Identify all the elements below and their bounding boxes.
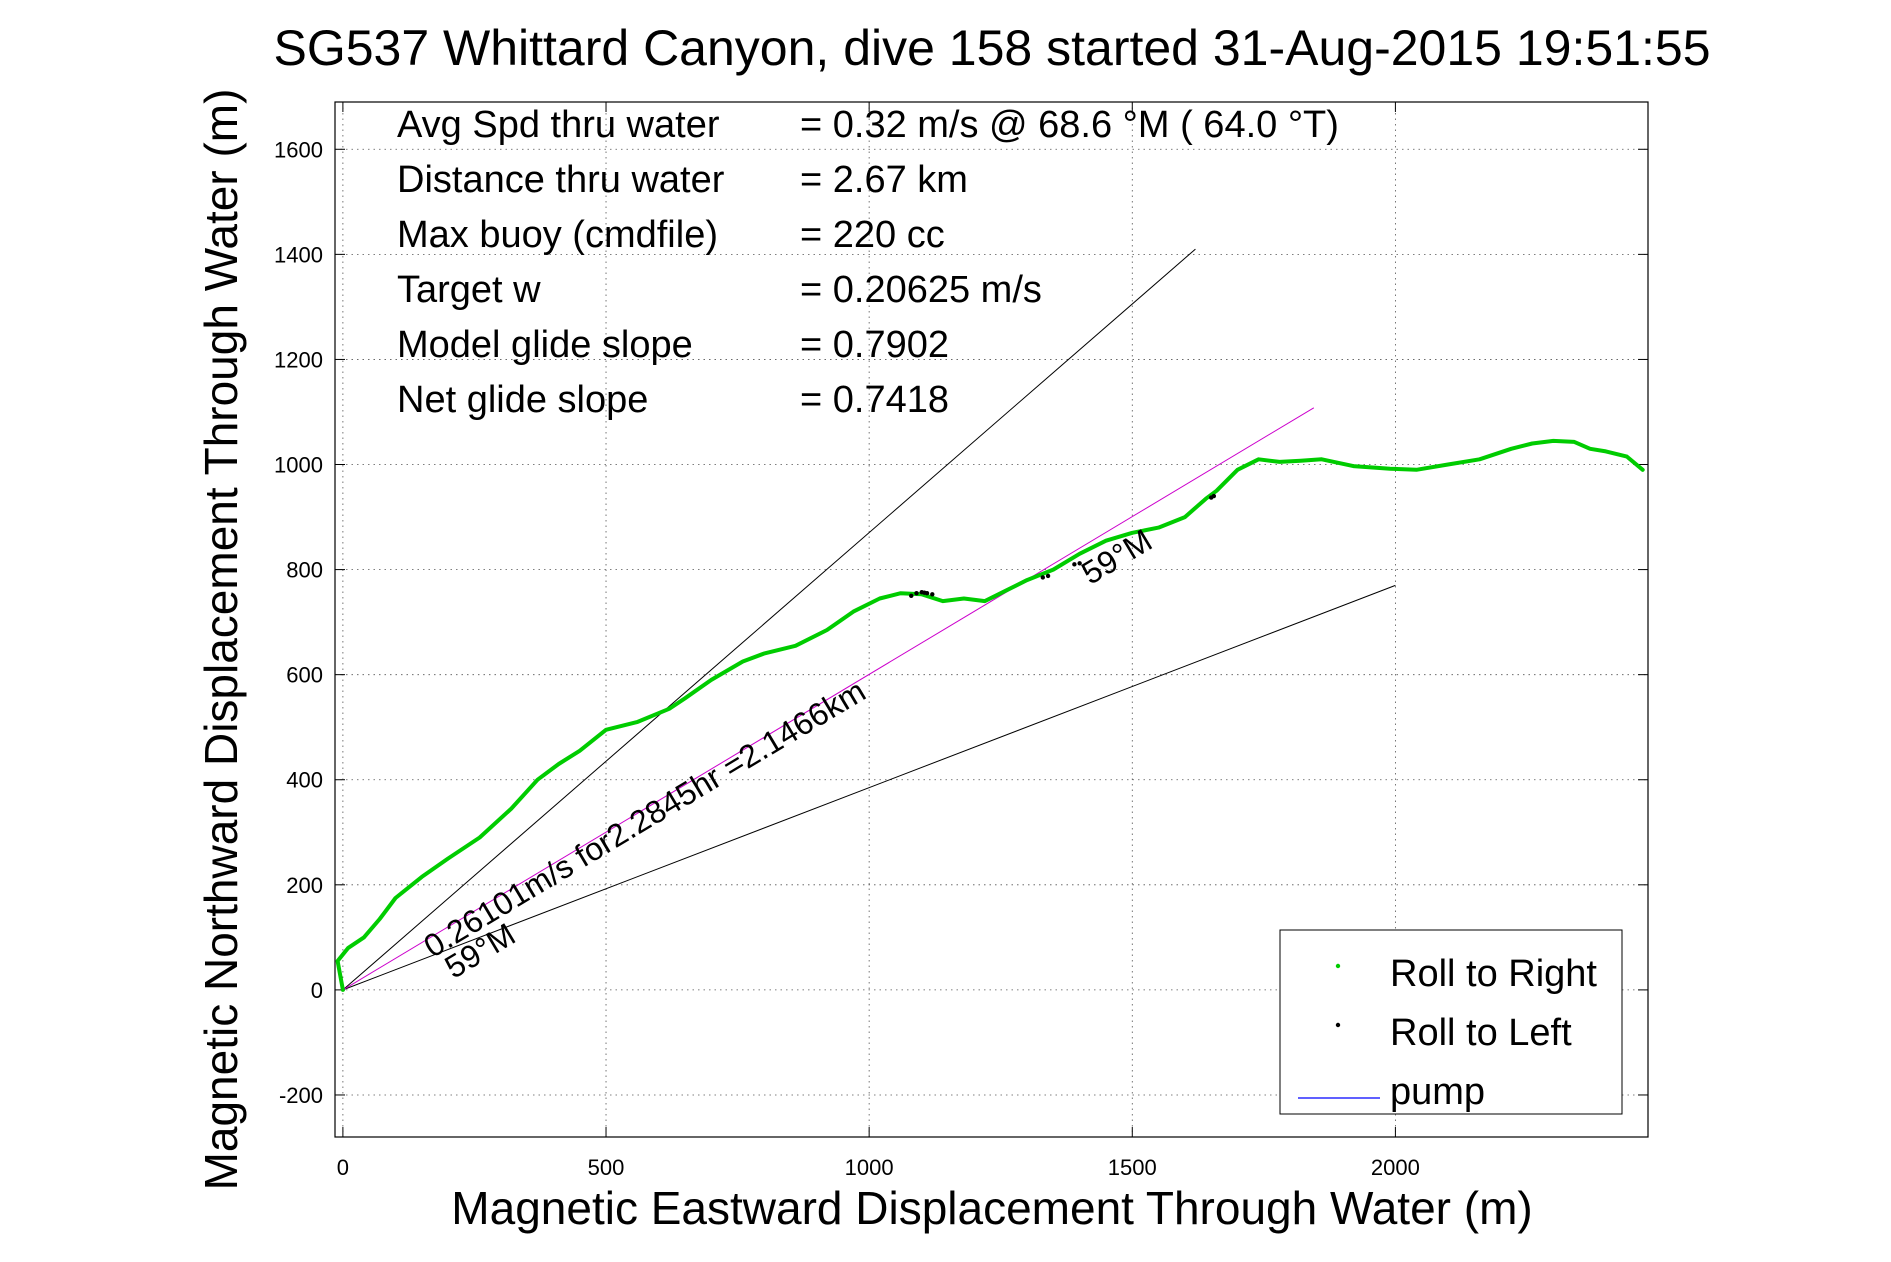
info-label: Avg Spd thru water [397,104,720,146]
x-axis-label: Magnetic Eastward Displacement Through W… [451,1182,1532,1234]
legend-marker [1335,1022,1341,1028]
x-tick-label: 1000 [845,1155,894,1180]
ticks: 0 500 1000 1500 2000 -200 0 200 400 600 800 1000 120… [274,102,1648,1180]
y-tick-label: 800 [286,558,323,583]
info-value: = 0.7418 [800,379,949,421]
reference-lines [342,248,1396,991]
y-tick-label: 1000 [274,453,323,478]
plot-area: 0 500 1000 1500 2000 -200 0 200 400 600 800 1000 120… [274,101,1649,1180]
series-point-roll-left [1040,575,1046,580]
y-tick-label: 400 [286,768,323,793]
legend-marker [1335,963,1341,969]
series-point-roll-left [1077,561,1082,566]
series-line-roll-right [335,438,1645,992]
series-point-roll-left [914,591,919,596]
y-tick-label: 0 [311,978,323,1003]
info-label: Net glide slope [397,379,648,421]
legend: Roll to Right Roll to Left pump [1279,929,1623,1115]
legend-label: pump [1390,1071,1485,1113]
info-label: Model glide slope [397,324,693,366]
chart-title: SG537 Whittard Canyon, dive 158 started … [273,20,1710,76]
x-tick-label: 500 [588,1155,625,1180]
series-point-roll-left [1072,562,1077,567]
legend-label: Roll to Right [1390,953,1597,995]
info-label: Distance thru water [397,159,725,201]
info-label: Target w [397,269,541,311]
y-axis-label: Magnetic Northward Displacement Through … [195,89,247,1191]
y-tick-label: 1600 [274,137,323,162]
series-point-roll-left [1211,493,1217,499]
x-tick-label: 1500 [1108,1155,1157,1180]
series-point-roll-left [1045,573,1051,579]
series-point-roll-left [930,592,935,597]
x-tick-label: 0 [337,1155,349,1180]
y-tick-label: 1400 [274,242,323,267]
info-value: = 0.20625 m/s [800,269,1042,311]
grid [335,102,1648,1137]
reference-line [342,248,1196,991]
info-box: Avg Spd thru water = 0.32 m/s @ 68.6 °M (… [397,104,1339,421]
y-tick-label: 1200 [274,347,323,372]
series-point-roll-left [924,591,930,596]
info-value: = 0.32 m/s @ 68.6 °M ( 64.0 °T) [800,104,1339,146]
reference-line [342,584,1396,991]
info-label: Max buoy (cmdfile) [397,214,718,256]
legend-box [1279,929,1623,1115]
y-tick-label: 200 [286,873,323,898]
info-value: = 220 cc [800,214,945,256]
x-tick-label: 2000 [1371,1155,1420,1180]
info-value: = 0.7902 [800,324,949,366]
info-value: = 2.67 km [800,159,968,201]
y-tick-label: 600 [286,663,323,688]
series-point-roll-left [909,593,914,599]
y-tick-label: -200 [279,1083,323,1108]
reference-line [342,407,1315,991]
legend-label: Roll to Left [1390,1012,1572,1054]
series-lines [335,438,1645,992]
